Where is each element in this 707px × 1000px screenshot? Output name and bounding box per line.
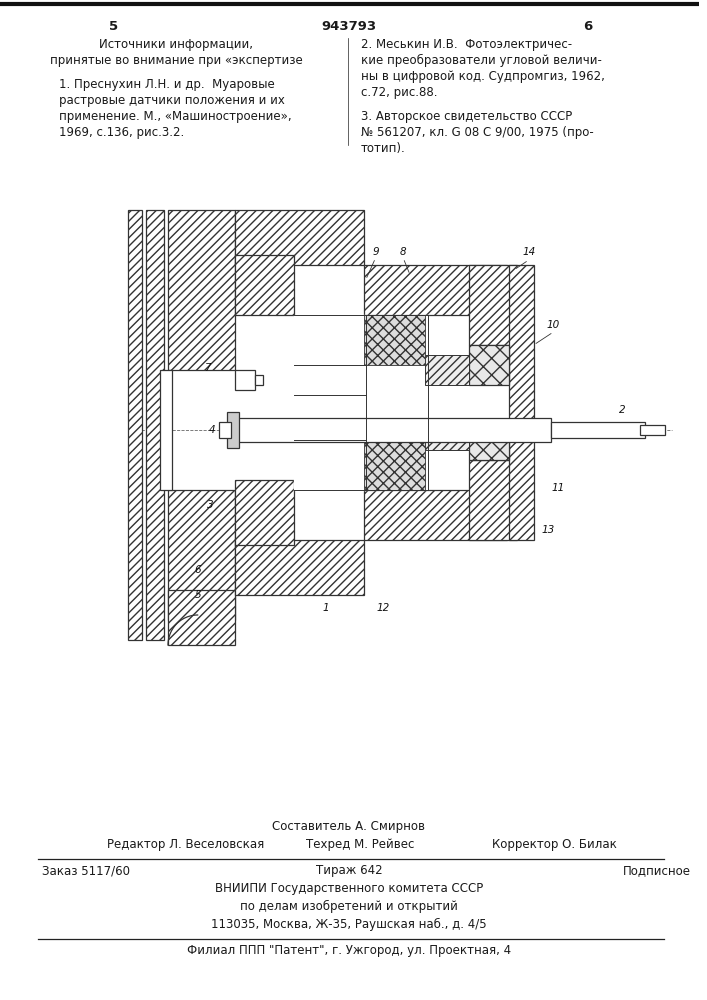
Text: ны в цифровой код. Судпромгиз, 1962,: ны в цифровой код. Судпромгиз, 1962, (361, 70, 604, 83)
Text: 943793: 943793 (321, 20, 376, 33)
Text: 1: 1 (323, 603, 329, 613)
Text: применение. М., «Машиностроение»,: применение. М., «Машиностроение», (59, 110, 292, 123)
Bar (363, 440, 425, 490)
Bar (641, 425, 665, 435)
Bar (425, 355, 469, 385)
Bar (227, 412, 239, 448)
Text: Подписное: Подписное (623, 864, 691, 877)
Bar (235, 255, 295, 315)
Text: 6: 6 (194, 565, 201, 575)
Text: 3. Авторское свидетельство СССР: 3. Авторское свидетельство СССР (361, 110, 572, 123)
Text: принятые во внимание при «экспертизе: принятые во внимание при «экспертизе (49, 54, 303, 67)
Text: Филиал ППП "Патент", г. Ужгород, ул. Проектная, 4: Филиал ППП "Патент", г. Ужгород, ул. Про… (187, 944, 511, 957)
Bar (363, 265, 507, 315)
Bar (363, 490, 507, 540)
Text: Заказ 5117/60: Заказ 5117/60 (42, 864, 129, 877)
Text: 2. Меськин И.В.  Фотоэлектричес-: 2. Меськин И.В. Фотоэлектричес- (361, 38, 572, 51)
Bar (168, 590, 235, 645)
Bar (425, 420, 469, 450)
Text: тотип).: тотип). (361, 142, 405, 155)
Bar (129, 210, 142, 640)
Text: Составитель А. Смирнов: Составитель А. Смирнов (272, 820, 426, 833)
Text: по делам изобретений и открытий: по делам изобретений и открытий (240, 900, 457, 913)
Text: 7: 7 (204, 363, 211, 373)
Text: № 561207, кл. G 08 C 9/00, 1975 (про-: № 561207, кл. G 08 C 9/00, 1975 (про- (361, 126, 593, 139)
Text: Техред М. Рейвес: Техред М. Рейвес (306, 838, 415, 851)
Text: 8: 8 (400, 247, 407, 257)
Text: 3: 3 (207, 500, 214, 510)
Bar (469, 345, 509, 385)
Text: 113035, Москва, Ж-35, Раушская наб., д. 4/5: 113035, Москва, Ж-35, Раушская наб., д. … (211, 918, 486, 931)
Text: 5: 5 (194, 590, 201, 600)
Bar (160, 370, 172, 490)
Bar (551, 422, 645, 438)
Text: ВНИИПИ Государственного комитета СССР: ВНИИПИ Государственного комитета СССР (215, 882, 483, 895)
Text: 12: 12 (377, 603, 390, 613)
Text: 14: 14 (522, 247, 535, 257)
Text: 1. Преснухин Л.Н. и др.  Муаровые: 1. Преснухин Л.Н. и др. Муаровые (59, 78, 275, 91)
Bar (469, 460, 517, 540)
Text: 2: 2 (619, 405, 626, 415)
Bar (235, 540, 363, 595)
Text: 10: 10 (547, 320, 560, 330)
Bar (219, 422, 231, 438)
Text: 9: 9 (372, 247, 379, 257)
Bar (255, 375, 263, 385)
Bar (235, 210, 363, 265)
Bar (235, 418, 551, 442)
Bar (168, 210, 235, 370)
Bar (363, 315, 425, 365)
Bar (235, 480, 295, 545)
Text: Корректор О. Билак: Корректор О. Билак (492, 838, 617, 851)
Text: 5: 5 (109, 20, 118, 33)
Bar (469, 265, 517, 345)
Text: 4: 4 (209, 425, 216, 435)
Bar (235, 370, 255, 390)
Bar (146, 210, 164, 640)
Text: с.72, рис.88.: с.72, рис.88. (361, 86, 437, 99)
Text: Тираж 642: Тираж 642 (315, 864, 382, 877)
Text: 1969, с.136, рис.3.2.: 1969, с.136, рис.3.2. (59, 126, 185, 139)
Text: 6: 6 (583, 20, 592, 33)
Text: Источники информации,: Источники информации, (99, 38, 253, 51)
Text: растровые датчики положения и их: растровые датчики положения и их (59, 94, 285, 107)
Text: Редактор Л. Веселовская: Редактор Л. Веселовская (107, 838, 264, 851)
Text: кие преобразователи угловой величи-: кие преобразователи угловой величи- (361, 54, 602, 67)
Bar (168, 490, 235, 620)
Text: 11: 11 (551, 483, 565, 493)
Bar (509, 265, 534, 540)
Bar (469, 420, 509, 460)
Bar (295, 315, 428, 490)
Text: 13: 13 (542, 525, 555, 535)
